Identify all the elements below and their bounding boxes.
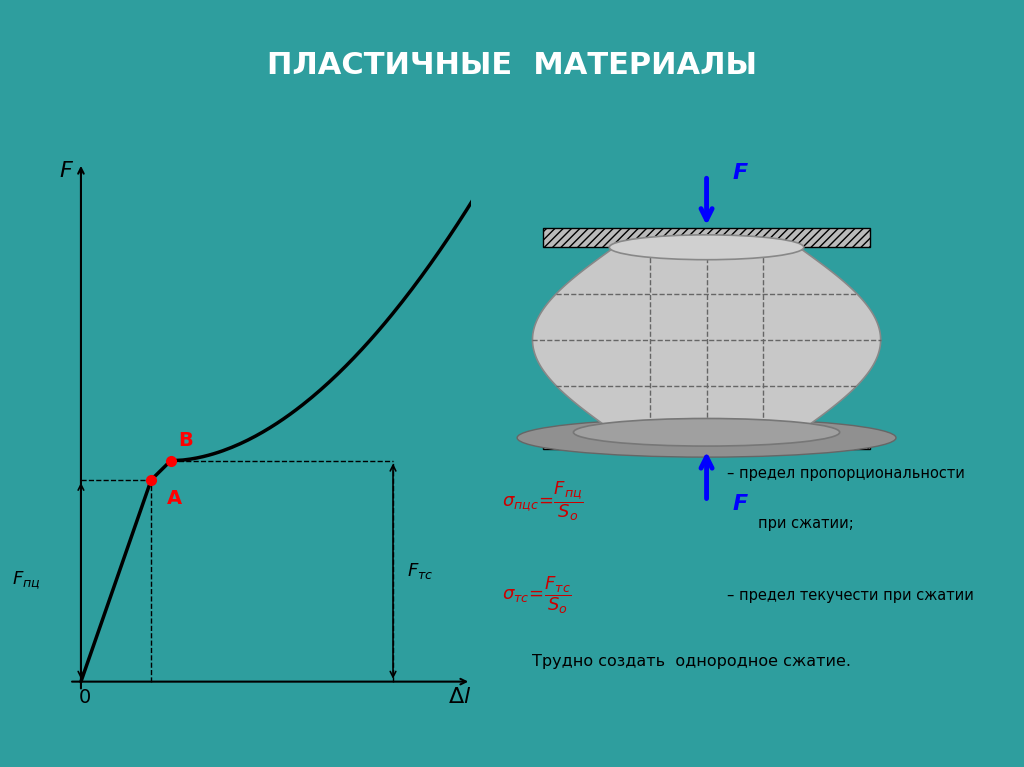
Text: $F_{тс}$: $F_{тс}$ (408, 561, 433, 581)
Text: A: A (167, 489, 182, 508)
Text: F: F (732, 494, 748, 514)
Text: при сжатии;: при сжатии; (758, 516, 854, 531)
Text: B: B (178, 431, 194, 450)
Text: – предел пропорциональности: – предел пропорциональности (727, 466, 965, 481)
Text: 0: 0 (79, 688, 91, 707)
Text: F: F (59, 161, 72, 182)
Text: F: F (732, 163, 748, 183)
Ellipse shape (517, 419, 896, 457)
Text: $\sigma_{тс}\!=\!\dfrac{F_{тс}}{S_o}$: $\sigma_{тс}\!=\!\dfrac{F_{тс}}{S_o}$ (502, 574, 571, 616)
Bar (543, 228, 870, 247)
Text: $F_{пц}$: $F_{пц}$ (12, 570, 41, 591)
Text: ПЛАСТИЧНЫЕ  МАТЕРИАЛЫ: ПЛАСТИЧНЫЕ МАТЕРИАЛЫ (267, 51, 757, 80)
Text: – предел текучести при сжатии: – предел текучести при сжатии (727, 588, 974, 603)
Text: $\sigma_{пцс}\!=\!\dfrac{F_{пц}}{S_o}$: $\sigma_{пцс}\!=\!\dfrac{F_{пц}}{S_o}$ (502, 479, 584, 523)
Text: Трудно создать  однородное сжатие.: Трудно создать однородное сжатие. (532, 654, 852, 669)
Ellipse shape (573, 419, 840, 446)
Polygon shape (532, 247, 881, 433)
Text: $\Delta l$: $\Delta l$ (447, 687, 471, 707)
Ellipse shape (609, 235, 804, 260)
Bar (543, 430, 870, 449)
